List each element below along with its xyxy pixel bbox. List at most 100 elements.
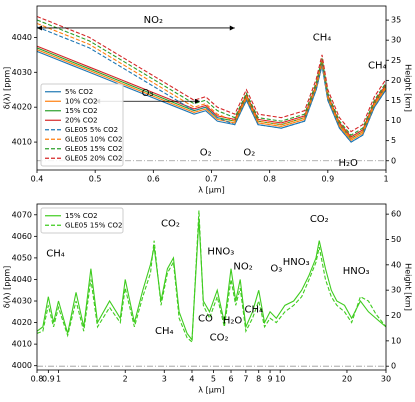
annotation: NO₂ <box>233 262 252 273</box>
x-tick-label: 1 <box>56 375 61 384</box>
plot-frame <box>36 203 387 371</box>
x-tick-label: 0.6 <box>147 175 160 184</box>
x-tick-label: 5 <box>211 375 216 384</box>
x-tick-label: 4 <box>189 375 194 384</box>
legend-box <box>40 83 124 167</box>
y-tick-label: 4010 <box>12 340 32 349</box>
y-tick-label: 4020 <box>12 318 32 327</box>
annotation: CH₄ <box>46 249 65 260</box>
x-tick-label: 0.9 <box>42 375 55 384</box>
x-axis-label: λ [μm] <box>198 186 224 195</box>
annotation: O₃ <box>142 88 154 99</box>
data-line <box>37 15 386 133</box>
annotation: H₂O <box>223 315 243 326</box>
x-tick-label: 9 <box>268 375 273 384</box>
y-tick-label: 4010 <box>12 138 32 147</box>
data-line <box>37 19 386 136</box>
y2-tick-label: 40 <box>391 260 401 269</box>
annotation: CO₂ <box>161 218 180 229</box>
arrow-head <box>194 98 200 104</box>
y-tick-label: 4030 <box>12 297 32 306</box>
y-tick-label: 4030 <box>12 68 32 77</box>
annotation: O₃ <box>270 264 282 275</box>
annotation: NO₂ <box>144 15 163 26</box>
x-tick-label: 0.4 <box>31 175 44 184</box>
y-axis-label: δ(λ) [ppm] <box>3 67 12 110</box>
data-line <box>37 219 386 342</box>
y-tick-label: 4050 <box>12 253 32 262</box>
annotation: HNO₃ <box>207 246 234 257</box>
data-line <box>37 22 386 140</box>
x-tick-label: 0.5 <box>89 175 102 184</box>
annotation: CH₄ <box>155 326 174 337</box>
y2-tick-label: 25 <box>391 56 401 65</box>
y-tick-label: 4060 <box>12 232 32 241</box>
x-tick-label: 20 <box>342 375 352 384</box>
x-axis-label: λ [μm] <box>198 386 224 395</box>
annotation: CH₄ <box>245 305 264 316</box>
x-tick-label: 10 <box>275 375 285 384</box>
y-tick-label: 4070 <box>12 210 32 219</box>
y2-axis-label: Height [km] <box>404 263 413 311</box>
x-tick-label: 0.9 <box>321 175 334 184</box>
y2-tick-label: 30 <box>391 36 401 45</box>
data-line <box>37 49 386 142</box>
annotation: CO₂ <box>210 333 229 344</box>
legend-label: 20% CO2 <box>65 116 98 124</box>
data-line <box>37 45 386 138</box>
legend-label: GLE05 20% CO2 <box>65 154 123 162</box>
legend-label: 15% CO2 <box>65 107 98 115</box>
x-tick-label: 30 <box>381 375 391 384</box>
annotation: HNO₃ <box>343 266 370 277</box>
x-tick-label: 8 <box>256 375 261 384</box>
annotation: H₂O <box>338 158 358 169</box>
legend-label: 5% CO2 <box>65 88 93 96</box>
series-group <box>37 15 386 143</box>
y2-tick-label: 10 <box>391 336 401 345</box>
y-tick-label: 4040 <box>12 275 32 284</box>
y2-tick-label: 20 <box>391 76 401 85</box>
legend-label: GLE05 5% CO2 <box>65 126 118 134</box>
y2-tick-label: 20 <box>391 311 401 320</box>
y-tick-label: 4000 <box>12 361 32 370</box>
annotation: HNO₃ <box>283 257 310 268</box>
y2-tick-label: 5 <box>391 136 396 145</box>
series-group <box>37 210 386 344</box>
annotation: CO <box>198 313 213 324</box>
y2-tick-label: 30 <box>391 286 401 295</box>
y2-tick-label: 10 <box>391 116 401 125</box>
legend-label: GLE05 10% CO2 <box>65 135 123 143</box>
y-tick-label: 4020 <box>12 103 32 112</box>
x-tick-label: 6 <box>228 375 233 384</box>
x-tick-label: 7 <box>243 375 248 384</box>
legend-box <box>40 207 124 234</box>
y2-tick-label: 60 <box>391 210 401 219</box>
x-tick-label: 0.8 <box>263 175 276 184</box>
legend-label: GLE05 15% CO2 <box>65 145 123 153</box>
x-tick-label: 2 <box>123 375 128 384</box>
x-tick-label: 3 <box>162 375 167 384</box>
x-tick-label: 0.8 <box>31 375 44 384</box>
arrow-head <box>37 25 42 31</box>
x-tick-label: 0.7 <box>205 175 218 184</box>
data-line <box>37 26 386 143</box>
arrow-head <box>229 25 235 31</box>
y2-tick-label: 35 <box>391 16 401 25</box>
annotation: CO₂ <box>310 214 329 225</box>
y2-tick-label: 50 <box>391 235 401 244</box>
y2-axis-label: Height [km] <box>404 64 413 112</box>
y-tick-label: 4040 <box>12 33 32 42</box>
legend-label: GLE05 15% CO2 <box>65 221 123 229</box>
y-axis-label: δ(λ) [ppm] <box>3 266 12 309</box>
y2-tick-label: 0 <box>391 362 396 371</box>
annotation: CH₄ <box>313 32 332 43</box>
legend-label: 10% CO2 <box>65 97 98 105</box>
annotation: CH₄ <box>368 60 387 71</box>
x-tick-label: 1 <box>383 175 388 184</box>
y2-tick-label: 15 <box>391 96 401 105</box>
y2-tick-label: 0 <box>391 156 396 165</box>
legend-label: 15% CO2 <box>65 212 98 220</box>
annotation: O₂ <box>200 148 212 159</box>
annotation: O₂ <box>243 148 255 159</box>
